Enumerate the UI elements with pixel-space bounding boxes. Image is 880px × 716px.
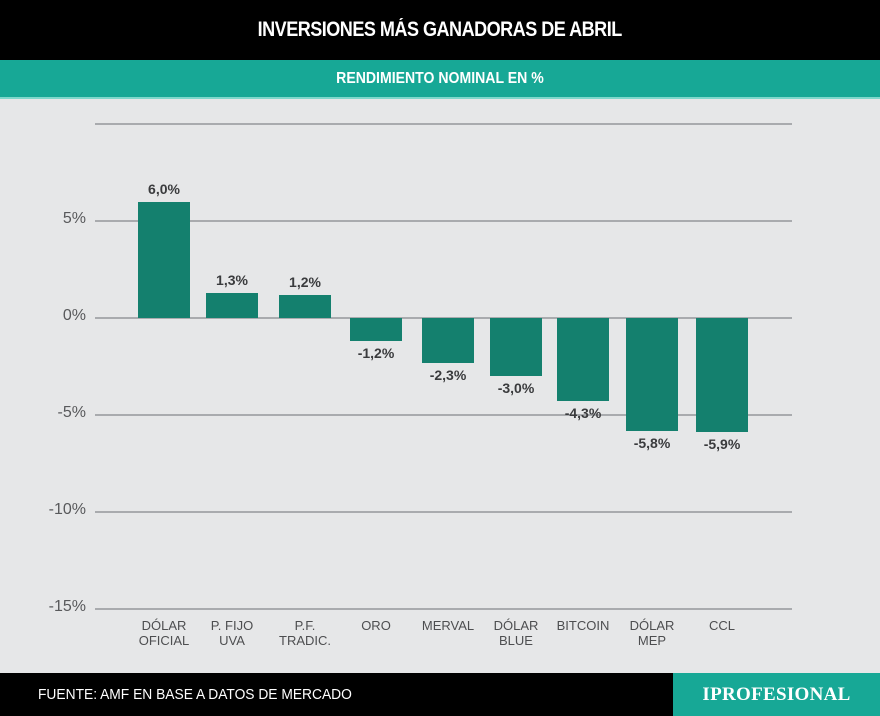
value-label: 1,2% — [289, 273, 321, 290]
y-tick-label: 5% — [62, 210, 86, 227]
x-category-label: DÓLAR OFICIAL — [138, 618, 190, 648]
gridline — [95, 220, 792, 222]
value-label: -4,3% — [564, 405, 602, 422]
bar — [490, 318, 542, 377]
chart-subtitle: RENDIMIENTO NOMINAL EN % — [336, 69, 544, 87]
chart-title: INVERSIONES MÁS GANADORAS DE ABRIL — [257, 18, 623, 41]
x-category-label: P. FIJO UVA — [210, 618, 254, 648]
bar — [350, 318, 402, 342]
x-category-label: CCL — [708, 618, 735, 633]
value-label: 6,0% — [148, 180, 180, 197]
gridline — [95, 123, 792, 125]
x-category-label: DÓLAR BLUE — [493, 618, 539, 648]
value-label: -5,9% — [703, 436, 741, 453]
value-label: 1,3% — [216, 271, 248, 288]
y-tick-label: -10% — [48, 501, 86, 518]
x-category-label: DÓLAR MEP — [629, 618, 675, 648]
x-category-label: ORO — [361, 618, 391, 633]
source-text: FUENTE: AMF EN BASE A DATOS DE MERCADO — [38, 686, 352, 703]
value-label: -2,3% — [429, 366, 467, 383]
footer: FUENTE: AMF EN BASE A DATOS DE MERCADO I… — [0, 673, 880, 716]
y-tick-label: -15% — [48, 598, 86, 615]
bar — [696, 318, 748, 433]
gridline — [95, 608, 792, 610]
gridline — [95, 414, 792, 416]
bar — [279, 294, 331, 318]
chart-title-bar: INVERSIONES MÁS GANADORAS DE ABRIL — [0, 0, 880, 60]
gridline — [95, 511, 792, 513]
source-note: FUENTE: AMF EN BASE A DATOS DE MERCADO — [38, 673, 379, 716]
value-label: -3,0% — [497, 380, 535, 397]
bar — [138, 201, 190, 318]
y-tick-label: -5% — [57, 404, 86, 421]
y-tick-label: 0% — [62, 307, 86, 324]
value-label: -1,2% — [357, 345, 395, 362]
brand-logo: IPROFESIONAL — [673, 673, 880, 716]
x-category-label: BITCOIN — [556, 618, 610, 633]
chart-subtitle-bar: RENDIMIENTO NOMINAL EN % — [0, 60, 880, 99]
value-label: -5,8% — [633, 434, 671, 451]
bar — [422, 318, 474, 363]
bar — [557, 318, 609, 402]
x-category-label: MERVAL — [421, 618, 475, 633]
x-category-label: P.F. TRADIC. — [279, 618, 331, 648]
plot-area: 5% 0% -5% -10% -15% 6,0% DÓLAR OFICIAL 1,3% P. FI… — [0, 99, 880, 673]
bar — [206, 292, 258, 318]
bar — [626, 318, 678, 431]
